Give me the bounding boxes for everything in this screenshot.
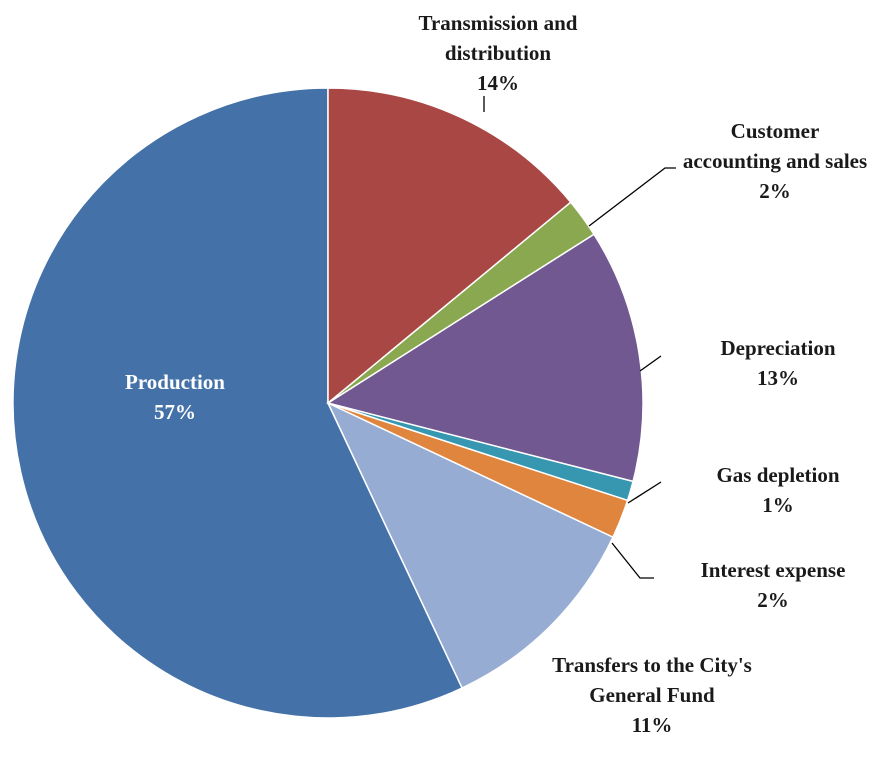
category-label: Transfers to the City's General Fund (552, 653, 752, 707)
slice-label: Customer accounting and sales 2% (680, 116, 870, 206)
category-label: Production (125, 370, 225, 394)
slice-label: Transfers to the City's General Fund 11% (552, 650, 752, 740)
leader-lines (483, 96, 676, 579)
pie-slice (327, 87, 572, 405)
leader-line (588, 167, 676, 227)
slice-label: Depreciation 13% (683, 333, 870, 393)
category-label: Interest expense (700, 558, 846, 582)
value-label: 2% (757, 588, 789, 612)
category-label: Depreciation (720, 336, 836, 360)
category-label: Transmission and distribution (418, 11, 578, 65)
slice-label: Transmission and distribution 14% (383, 8, 613, 98)
pie-slice (326, 401, 615, 690)
value-label: 13% (757, 366, 799, 390)
leader-line (611, 542, 654, 579)
value-label: 57% (154, 400, 196, 424)
slice-label: Gas depletion 1% (683, 460, 870, 520)
pie-slice (12, 87, 464, 719)
value-label: 14% (477, 71, 519, 95)
leader-line (639, 355, 662, 372)
leader-line (627, 481, 662, 504)
category-label: Customer accounting and sales (682, 119, 868, 173)
value-label: 1% (762, 493, 794, 517)
value-label: 2% (759, 179, 791, 203)
slice-label: Interest expense 2% (673, 555, 870, 615)
slice-label: Production 57% (80, 367, 270, 427)
category-label: Gas depletion (716, 463, 840, 487)
pie-slice (326, 233, 644, 483)
value-label: 11% (631, 713, 673, 737)
